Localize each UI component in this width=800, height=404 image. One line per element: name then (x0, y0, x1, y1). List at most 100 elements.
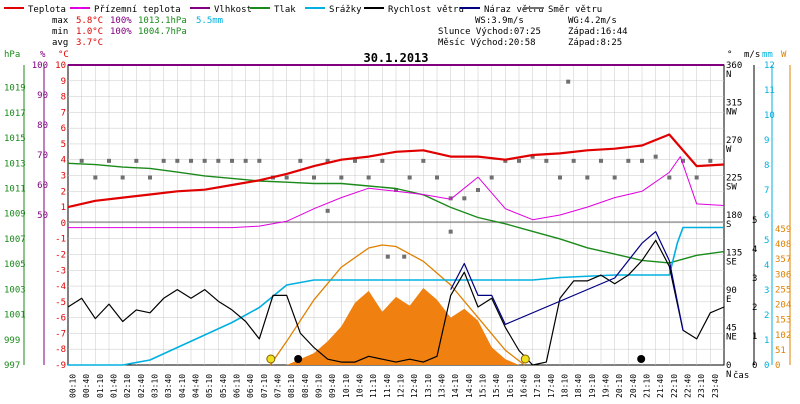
series-temperature (67, 133, 725, 209)
moon-marker (294, 355, 303, 363)
axis-celsius-label: °C (58, 50, 69, 60)
axis-rain-tick: 6 (764, 211, 769, 221)
wind-direction-point (148, 175, 152, 180)
series-wind-speed (67, 239, 725, 366)
axis-celsius-tick: 10 (55, 61, 66, 71)
x-tick-label: 20:10 (615, 374, 624, 398)
x-tick-label: 21:40 (656, 374, 665, 398)
wind-direction-point (708, 158, 713, 163)
x-tick-label: 19:10 (588, 374, 597, 398)
axis-wind-tick: 5 (752, 216, 757, 226)
wind-direction-point (394, 188, 398, 192)
axis-rain-tick: 1 (764, 336, 769, 346)
x-tick-label: 08:40 (301, 374, 310, 398)
stats-sun-set: Západ:16:44 (568, 27, 628, 37)
axis-direction-tick: SW (726, 183, 737, 193)
legend-label: Srážky (329, 5, 362, 15)
x-tick-label: 13:10 (424, 374, 433, 398)
wind-direction-point (402, 254, 407, 259)
wind-direction-point (325, 208, 330, 213)
axis-direction-tick: SE (726, 258, 737, 268)
x-tick-label: 05:10 (205, 374, 214, 398)
x-tick-label: 22:40 (684, 374, 693, 398)
axis-hpa-label: hPa (4, 50, 20, 60)
wind-direction-point (79, 158, 84, 163)
x-tick-label: 22:10 (670, 374, 679, 398)
axis-rain-tick: 12 (764, 61, 775, 71)
wind-direction-point (435, 175, 439, 180)
x-tick-label: 05:40 (219, 374, 228, 398)
axis-headers: hPa % °C ° m/s mm W (4, 50, 787, 60)
wind-direction-point (599, 158, 603, 163)
grid (68, 65, 724, 365)
axis-hpa-tick: 1001 (4, 311, 26, 321)
x-tick-label: 16:40 (520, 374, 529, 398)
axis-rain-tick: 5 (764, 236, 769, 246)
x-tick-label: 06:10 (233, 374, 242, 398)
axis-wind-tick: 1 (752, 332, 757, 342)
wind-direction-point (189, 158, 193, 163)
axis-celsius-tick: 1 (61, 203, 66, 213)
x-tick-label: 04:10 (178, 374, 187, 398)
axis-celsius-tick: 6 (61, 124, 66, 134)
x-tick-label: 08:10 (287, 374, 296, 398)
axis-celsius-tick: -6 (55, 314, 66, 324)
series-wind-gust (450, 231, 684, 331)
x-axis-label: čas (733, 370, 749, 381)
axis-solar-tick: 51 (775, 346, 786, 356)
legend-label: Rychlost větru (388, 5, 464, 15)
axis-percent-tick: 60 (37, 181, 48, 191)
stats-wg: WG:4.2m/s (568, 16, 617, 26)
axis-percent-tick: 70 (37, 151, 48, 161)
x-tick-label: 11:10 (369, 374, 378, 398)
stats-moon: Měsíc Východ:20:58 (438, 38, 536, 48)
wind-direction-point (694, 175, 699, 180)
axis-wind-tick: 3 (752, 274, 757, 284)
axis-celsius-tick: -4 (55, 282, 66, 292)
x-tick-label: 12:10 (397, 374, 406, 398)
stats-min-hum: 100% (110, 27, 132, 37)
axis-celsius-tick: 3 (61, 172, 66, 182)
wind-direction-point (448, 196, 453, 201)
x-tick-label: 14:40 (465, 374, 474, 398)
wind-direction-point (462, 196, 467, 201)
x-tick-label: 18:40 (574, 374, 583, 398)
axis-hpa-tick: 1017 (4, 109, 26, 119)
legend-label: Tlak (274, 5, 296, 15)
x-tick-label: 09:40 (328, 374, 337, 398)
axis-direction-tick: S (726, 220, 731, 230)
wind-direction-point (585, 175, 590, 180)
wind-direction-point (298, 158, 303, 163)
wind-direction-point (380, 158, 385, 163)
wind-direction-point (489, 175, 494, 180)
axis-rain-tick: 8 (764, 161, 769, 171)
x-tick-label: 11:40 (383, 374, 392, 398)
wind-direction-point (284, 175, 289, 180)
wind-direction-point (325, 158, 330, 163)
axis-percent-tick: 90 (37, 91, 48, 101)
axis-celsius-tick: -1 (55, 235, 66, 245)
stats-block: max 5.8°C 100% 1013.1hPa 5.5mm min 1.0°C… (52, 16, 628, 48)
wind-direction-point (120, 175, 125, 180)
wind-direction-point (312, 175, 316, 180)
legend: Teplota Přízemní teplota Vlhkost Tlak Srážky… (4, 5, 602, 15)
x-tick-label: 23:40 (711, 374, 720, 398)
wind-direction-point (544, 158, 549, 163)
axis-celsius-tick: 8 (61, 93, 66, 103)
legend-label: Přízemní teplota (94, 5, 181, 15)
axis-percent-label: % (40, 50, 46, 60)
stats-min-label: min (52, 27, 68, 37)
axis-solar-tick: 255 (775, 285, 791, 295)
wind-direction-point (243, 158, 248, 163)
wind-direction-point (558, 175, 562, 180)
axis-celsius-tick: -9 (55, 361, 66, 371)
axis-hpa-tick: 1009 (4, 210, 26, 220)
moon-marker (637, 355, 646, 363)
axis-hpa-tick: 997 (4, 361, 20, 371)
axis-rain-tick: 2 (764, 311, 769, 321)
x-tick-label: 10:40 (356, 374, 365, 398)
axis-direction-tick: 135 (726, 249, 742, 259)
stats-avg-label: avg (52, 38, 68, 48)
axis-hpa-tick: 1019 (4, 84, 26, 94)
